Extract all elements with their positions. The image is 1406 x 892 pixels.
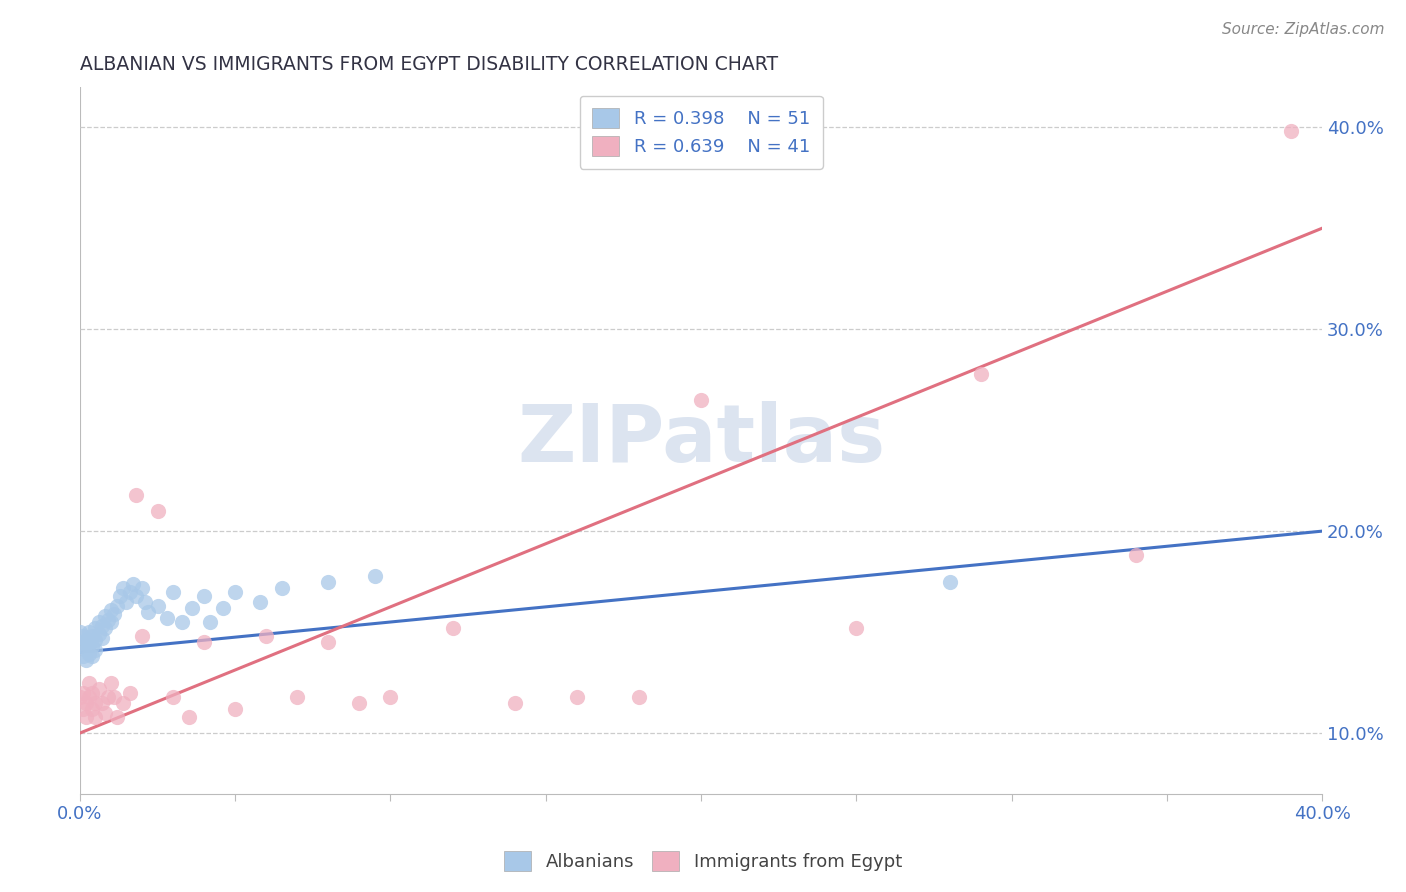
Point: [69, 635, 91, 649]
Point: [364, 568, 387, 582]
Point: [441, 621, 464, 635]
Point: [72, 702, 94, 716]
Point: [172, 615, 194, 629]
Point: [131, 629, 153, 643]
Point: [72, 639, 94, 653]
Point: [249, 595, 271, 609]
Point: [285, 690, 308, 704]
Point: [118, 584, 141, 599]
Point: [90, 696, 112, 710]
Point: [77, 637, 100, 651]
Point: [180, 600, 202, 615]
Point: [93, 609, 115, 624]
Point: [75, 653, 97, 667]
Point: [211, 600, 233, 615]
Point: [90, 619, 112, 633]
Point: [115, 595, 138, 609]
Point: [146, 599, 169, 613]
Legend: R = 0.398    N = 51, R = 0.639    N = 41: R = 0.398 N = 51, R = 0.639 N = 41: [579, 95, 823, 169]
Point: [77, 690, 100, 704]
Point: [134, 595, 156, 609]
Legend: Albanians, Immigrants from Egypt: Albanians, Immigrants from Egypt: [496, 844, 910, 879]
Point: [100, 675, 122, 690]
Point: [84, 643, 107, 657]
Point: [1279, 124, 1302, 138]
Point: [97, 613, 120, 627]
Point: [112, 696, 135, 710]
Point: [82, 649, 104, 664]
Point: [72, 629, 94, 643]
Point: [75, 710, 97, 724]
Point: [105, 710, 128, 724]
Point: [82, 686, 104, 700]
Point: [565, 690, 588, 704]
Point: [254, 629, 277, 643]
Point: [224, 702, 246, 716]
Point: [87, 615, 110, 629]
Point: [200, 615, 222, 629]
Point: [82, 639, 104, 653]
Point: [156, 611, 179, 625]
Point: [318, 635, 340, 649]
Point: [349, 696, 371, 710]
Point: [82, 702, 104, 716]
Point: [125, 488, 148, 502]
Point: [969, 367, 991, 381]
Point: [136, 605, 159, 619]
Point: [97, 690, 120, 704]
Text: Source: ZipAtlas.com: Source: ZipAtlas.com: [1222, 22, 1385, 37]
Point: [845, 621, 868, 635]
Point: [93, 621, 115, 635]
Point: [77, 625, 100, 640]
Point: [380, 690, 402, 704]
Point: [162, 584, 184, 599]
Text: ALBANIAN VS IMMIGRANTS FROM EGYPT DISABILITY CORRELATION CHART: ALBANIAN VS IMMIGRANTS FROM EGYPT DISABI…: [80, 55, 778, 74]
Point: [224, 584, 246, 599]
Point: [103, 690, 125, 704]
Point: [84, 633, 107, 648]
Point: [270, 581, 292, 595]
Point: [77, 648, 100, 662]
Point: [627, 690, 650, 704]
Point: [72, 649, 94, 664]
Point: [87, 627, 110, 641]
Point: [318, 574, 340, 589]
Point: [75, 696, 97, 710]
Point: [77, 675, 100, 690]
Point: [112, 581, 135, 595]
Point: [131, 581, 153, 595]
Point: [100, 603, 122, 617]
Point: [87, 681, 110, 696]
Point: [82, 629, 104, 643]
Point: [690, 392, 713, 407]
Point: [84, 710, 107, 724]
Point: [938, 574, 960, 589]
Point: [84, 621, 107, 635]
Point: [118, 686, 141, 700]
Point: [93, 706, 115, 720]
Point: [90, 631, 112, 645]
Point: [69, 690, 91, 704]
Point: [125, 589, 148, 603]
Point: [146, 504, 169, 518]
Point: [105, 599, 128, 613]
Point: [69, 625, 91, 640]
Point: [1125, 549, 1147, 563]
Point: [100, 615, 122, 629]
Point: [193, 589, 215, 603]
Text: ZIPatlas: ZIPatlas: [517, 401, 886, 479]
Point: [121, 576, 143, 591]
Point: [75, 633, 97, 648]
Point: [84, 696, 107, 710]
Point: [110, 589, 132, 603]
Point: [193, 635, 215, 649]
Point: [503, 696, 526, 710]
Point: [103, 607, 125, 621]
Point: [177, 710, 200, 724]
Point: [162, 690, 184, 704]
Point: [72, 686, 94, 700]
Point: [75, 643, 97, 657]
